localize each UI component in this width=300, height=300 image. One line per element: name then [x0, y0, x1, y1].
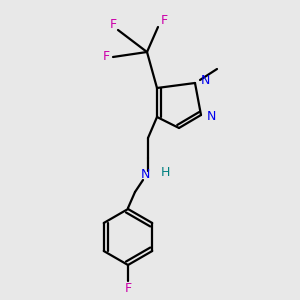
Text: F: F — [124, 281, 132, 295]
Text: N: N — [140, 169, 150, 182]
Text: F: F — [110, 17, 117, 31]
Text: F: F — [160, 14, 168, 28]
Text: N: N — [200, 74, 210, 88]
Text: F: F — [102, 50, 110, 64]
Text: N: N — [206, 110, 216, 124]
Text: H: H — [160, 167, 170, 179]
